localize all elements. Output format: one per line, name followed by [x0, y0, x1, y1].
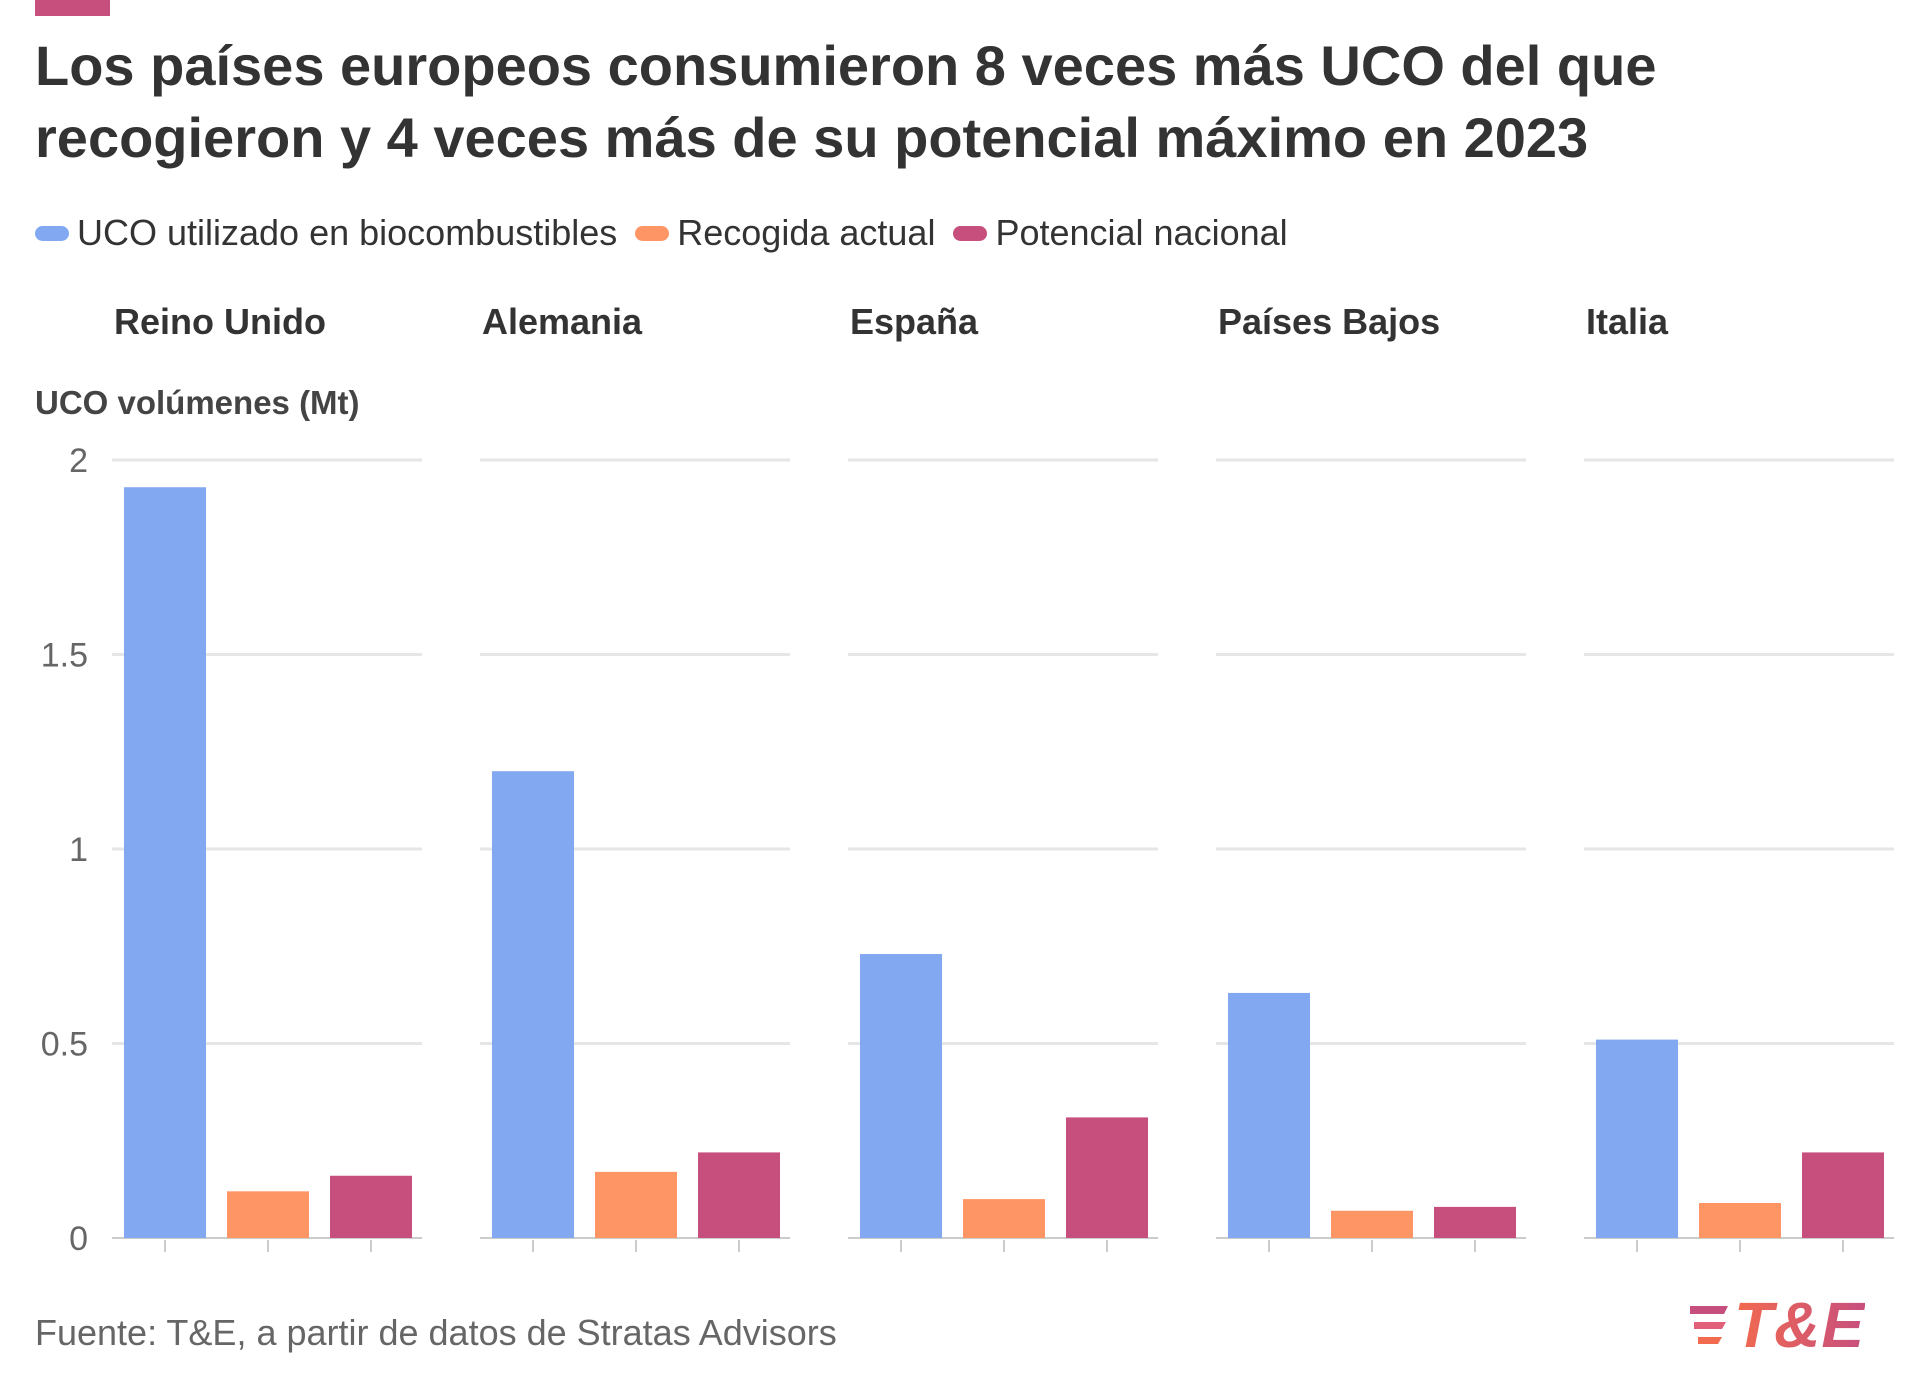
panel-title-reino-unido: Reino Unido — [114, 301, 326, 342]
t-and-e-logo-icon — [1690, 1306, 1728, 1344]
bar-espana-recogida-actual — [963, 1199, 1045, 1238]
accent-bar — [35, 0, 110, 16]
chart-title-line-2: recogieron y 4 veces más de su potencial… — [35, 106, 1589, 169]
y-tick-label: 1 — [69, 831, 88, 869]
bar-espana-uco-utilizado-en-biocombustibles — [860, 954, 942, 1238]
panel-title-paises-bajos: Países Bajos — [1218, 301, 1440, 342]
y-tick-label: 2 — [69, 442, 88, 480]
bar-paises-bajos-recogida-actual — [1331, 1210, 1413, 1238]
legend-swatch-potencial-nacional — [953, 225, 988, 241]
bar-paises-bajos-uco-utilizado-en-biocombustibles — [1228, 992, 1310, 1238]
panel-title-espana: España — [850, 301, 979, 342]
panel-title-alemania: Alemania — [482, 301, 643, 342]
bar-italia-potencial-nacional — [1802, 1152, 1884, 1238]
bar-reino-unido-recogida-actual — [227, 1191, 309, 1238]
legend-item-recogida-actual: Recogida actual — [635, 212, 935, 254]
legend-label-recogida-actual: Recogida actual — [677, 212, 936, 253]
legend-item-uco-biocombustibles: UCO utilizado en biocombustibles — [35, 212, 617, 254]
bar-reino-unido-uco-utilizado-en-biocombustibles — [124, 487, 206, 1239]
bar-reino-unido-potencial-nacional — [330, 1175, 412, 1238]
legend-label-uco-biocombustibles: UCO utilizado en biocombustibles — [77, 212, 618, 253]
te-logo: T&E — [1688, 1288, 1865, 1362]
legend-label-potencial-nacional: Potencial nacional — [995, 212, 1288, 253]
bar-espana-potencial-nacional — [1066, 1117, 1148, 1238]
bar-alemania-recogida-actual — [595, 1171, 677, 1238]
bar-italia-recogida-actual — [1699, 1202, 1781, 1238]
logo-text: T&E — [1734, 1289, 1865, 1361]
bar-alemania-potencial-nacional — [698, 1152, 780, 1238]
y-axis-title: UCO volúmenes (Mt) — [35, 384, 360, 421]
chart-title: Los países europeos consumieron 8 veces … — [35, 30, 1835, 174]
legend-swatch-recogida-actual — [635, 225, 670, 241]
legend-swatch-uco-biocombustibles — [35, 225, 69, 241]
bar-italia-uco-utilizado-en-biocombustibles — [1596, 1039, 1678, 1238]
y-tick-label: 0 — [69, 1220, 88, 1258]
legend: UCO utilizado en biocombustibles Recogid… — [35, 212, 1306, 254]
bar-paises-bajos-potencial-nacional — [1434, 1206, 1516, 1238]
panel-title-italia: Italia — [1586, 301, 1669, 342]
bar-alemania-uco-utilizado-en-biocombustibles — [492, 771, 574, 1238]
chart-title-line-1: Los países europeos consumieron 8 veces … — [35, 34, 1657, 97]
legend-item-potencial-nacional: Potencial nacional — [953, 212, 1288, 254]
y-tick-label: 0.5 — [41, 1026, 88, 1064]
source-note: Fuente: T&E, a partir de datos de Strata… — [35, 1312, 837, 1353]
y-tick-label: 1.5 — [41, 637, 88, 675]
